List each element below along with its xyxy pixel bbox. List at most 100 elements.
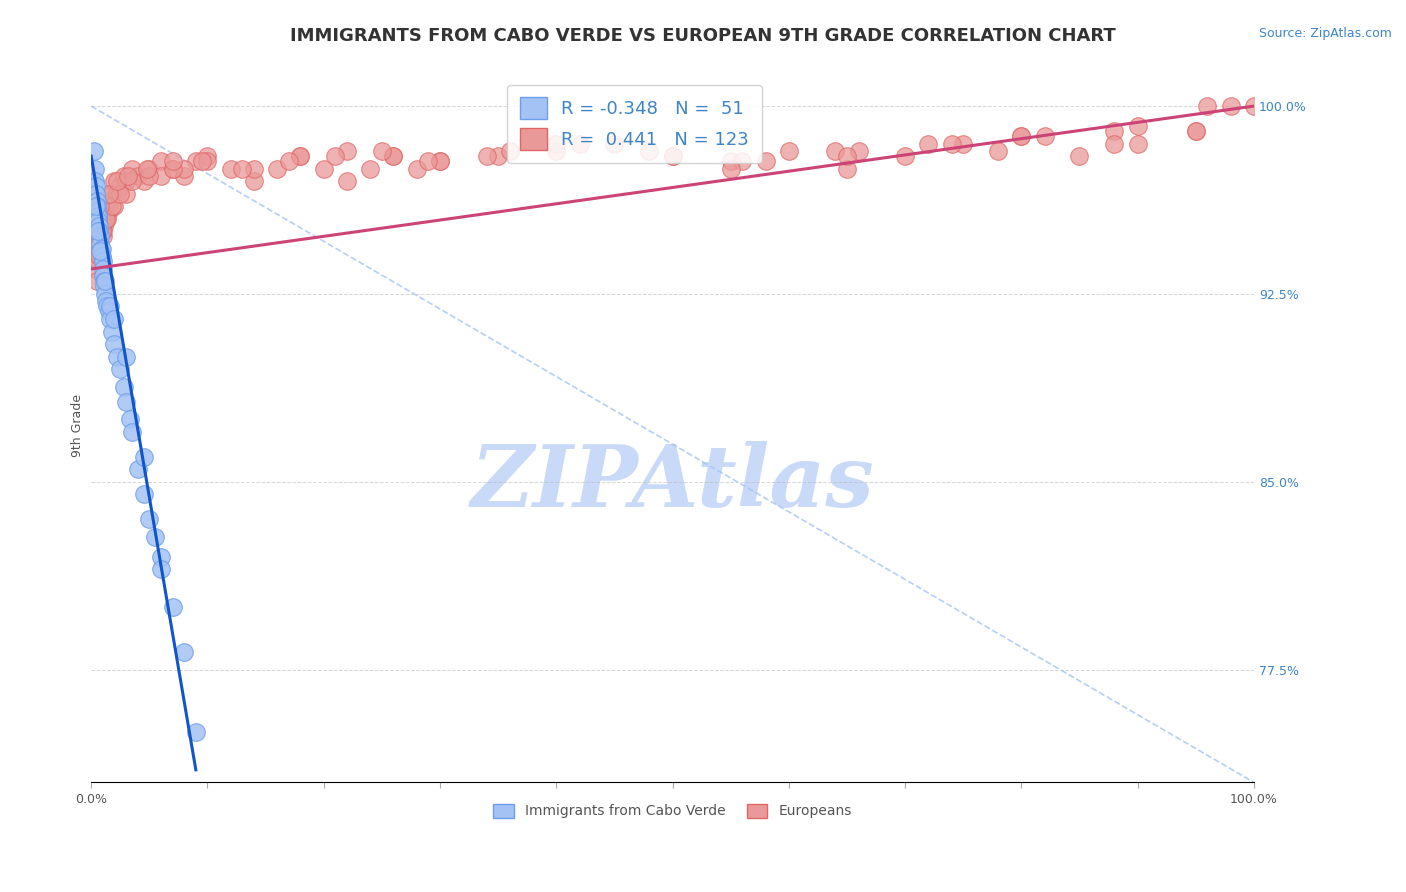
Point xyxy=(94,274,117,288)
Point xyxy=(429,154,451,169)
Point xyxy=(117,169,139,184)
Point xyxy=(93,274,115,288)
Point xyxy=(1069,149,1091,163)
Point xyxy=(110,362,132,376)
Point xyxy=(110,179,132,194)
Point xyxy=(894,149,917,163)
Point xyxy=(89,219,111,234)
Point xyxy=(103,174,125,188)
Point xyxy=(91,229,114,244)
Point xyxy=(184,154,207,169)
Point xyxy=(835,161,858,176)
Point xyxy=(93,279,115,293)
Point xyxy=(98,194,121,209)
Point xyxy=(162,600,184,615)
Point xyxy=(149,562,172,576)
Point xyxy=(190,154,212,169)
Point xyxy=(143,530,166,544)
Point xyxy=(312,161,335,176)
Point xyxy=(568,136,591,151)
Point xyxy=(101,186,124,201)
Point xyxy=(1126,136,1149,151)
Point xyxy=(661,149,683,163)
Point xyxy=(105,174,128,188)
Point xyxy=(290,149,312,163)
Point xyxy=(778,144,800,158)
Point xyxy=(173,161,195,176)
Point xyxy=(848,144,870,158)
Point xyxy=(754,154,776,169)
Point xyxy=(325,149,347,163)
Point xyxy=(83,261,105,276)
Point xyxy=(499,144,522,158)
Point xyxy=(96,300,118,314)
Point xyxy=(96,294,118,309)
Point xyxy=(336,174,359,188)
Point xyxy=(103,199,125,213)
Point xyxy=(121,425,143,439)
Point xyxy=(110,186,132,201)
Text: IMMIGRANTS FROM CABO VERDE VS EUROPEAN 9TH GRADE CORRELATION CHART: IMMIGRANTS FROM CABO VERDE VS EUROPEAN 9… xyxy=(290,27,1116,45)
Point xyxy=(162,161,184,176)
Point xyxy=(405,161,427,176)
Point xyxy=(89,224,111,238)
Point xyxy=(1243,99,1265,113)
Point xyxy=(1219,99,1241,113)
Point xyxy=(638,144,661,158)
Point xyxy=(84,186,107,201)
Point xyxy=(89,236,111,251)
Point xyxy=(1010,129,1032,144)
Point xyxy=(90,211,112,226)
Point xyxy=(1197,99,1219,113)
Point xyxy=(132,450,155,464)
Point xyxy=(603,136,626,151)
Point xyxy=(138,169,160,184)
Point xyxy=(90,249,112,263)
Text: ZIPAtlas: ZIPAtlas xyxy=(471,441,875,524)
Point xyxy=(112,379,135,393)
Point xyxy=(115,186,138,201)
Point xyxy=(84,199,107,213)
Point xyxy=(731,154,754,169)
Point xyxy=(90,242,112,256)
Point xyxy=(86,194,108,209)
Legend: Immigrants from Cabo Verde, Europeans: Immigrants from Cabo Verde, Europeans xyxy=(486,797,859,825)
Point xyxy=(127,462,149,476)
Point xyxy=(98,312,121,326)
Point xyxy=(101,325,124,339)
Point xyxy=(91,261,114,276)
Point xyxy=(105,186,128,201)
Point xyxy=(127,169,149,184)
Point xyxy=(112,169,135,184)
Point xyxy=(162,161,184,176)
Point xyxy=(86,199,108,213)
Point xyxy=(336,144,359,158)
Point xyxy=(243,174,266,188)
Point xyxy=(84,244,107,259)
Point xyxy=(94,211,117,226)
Point xyxy=(1033,129,1056,144)
Point xyxy=(118,412,141,426)
Point xyxy=(83,161,105,176)
Point xyxy=(382,149,405,163)
Point xyxy=(243,161,266,176)
Point xyxy=(121,161,143,176)
Point xyxy=(136,161,159,176)
Point xyxy=(103,312,125,326)
Point xyxy=(91,224,114,238)
Point xyxy=(138,512,160,526)
Point xyxy=(98,300,121,314)
Point xyxy=(418,154,440,169)
Point xyxy=(89,224,111,238)
Point xyxy=(115,174,138,188)
Point xyxy=(952,136,974,151)
Point xyxy=(486,149,509,163)
Point xyxy=(987,144,1010,158)
Point xyxy=(138,161,160,176)
Point xyxy=(149,549,172,564)
Point xyxy=(149,154,172,169)
Point xyxy=(87,214,110,228)
Point xyxy=(97,186,120,201)
Point xyxy=(173,169,195,184)
Point xyxy=(97,204,120,219)
